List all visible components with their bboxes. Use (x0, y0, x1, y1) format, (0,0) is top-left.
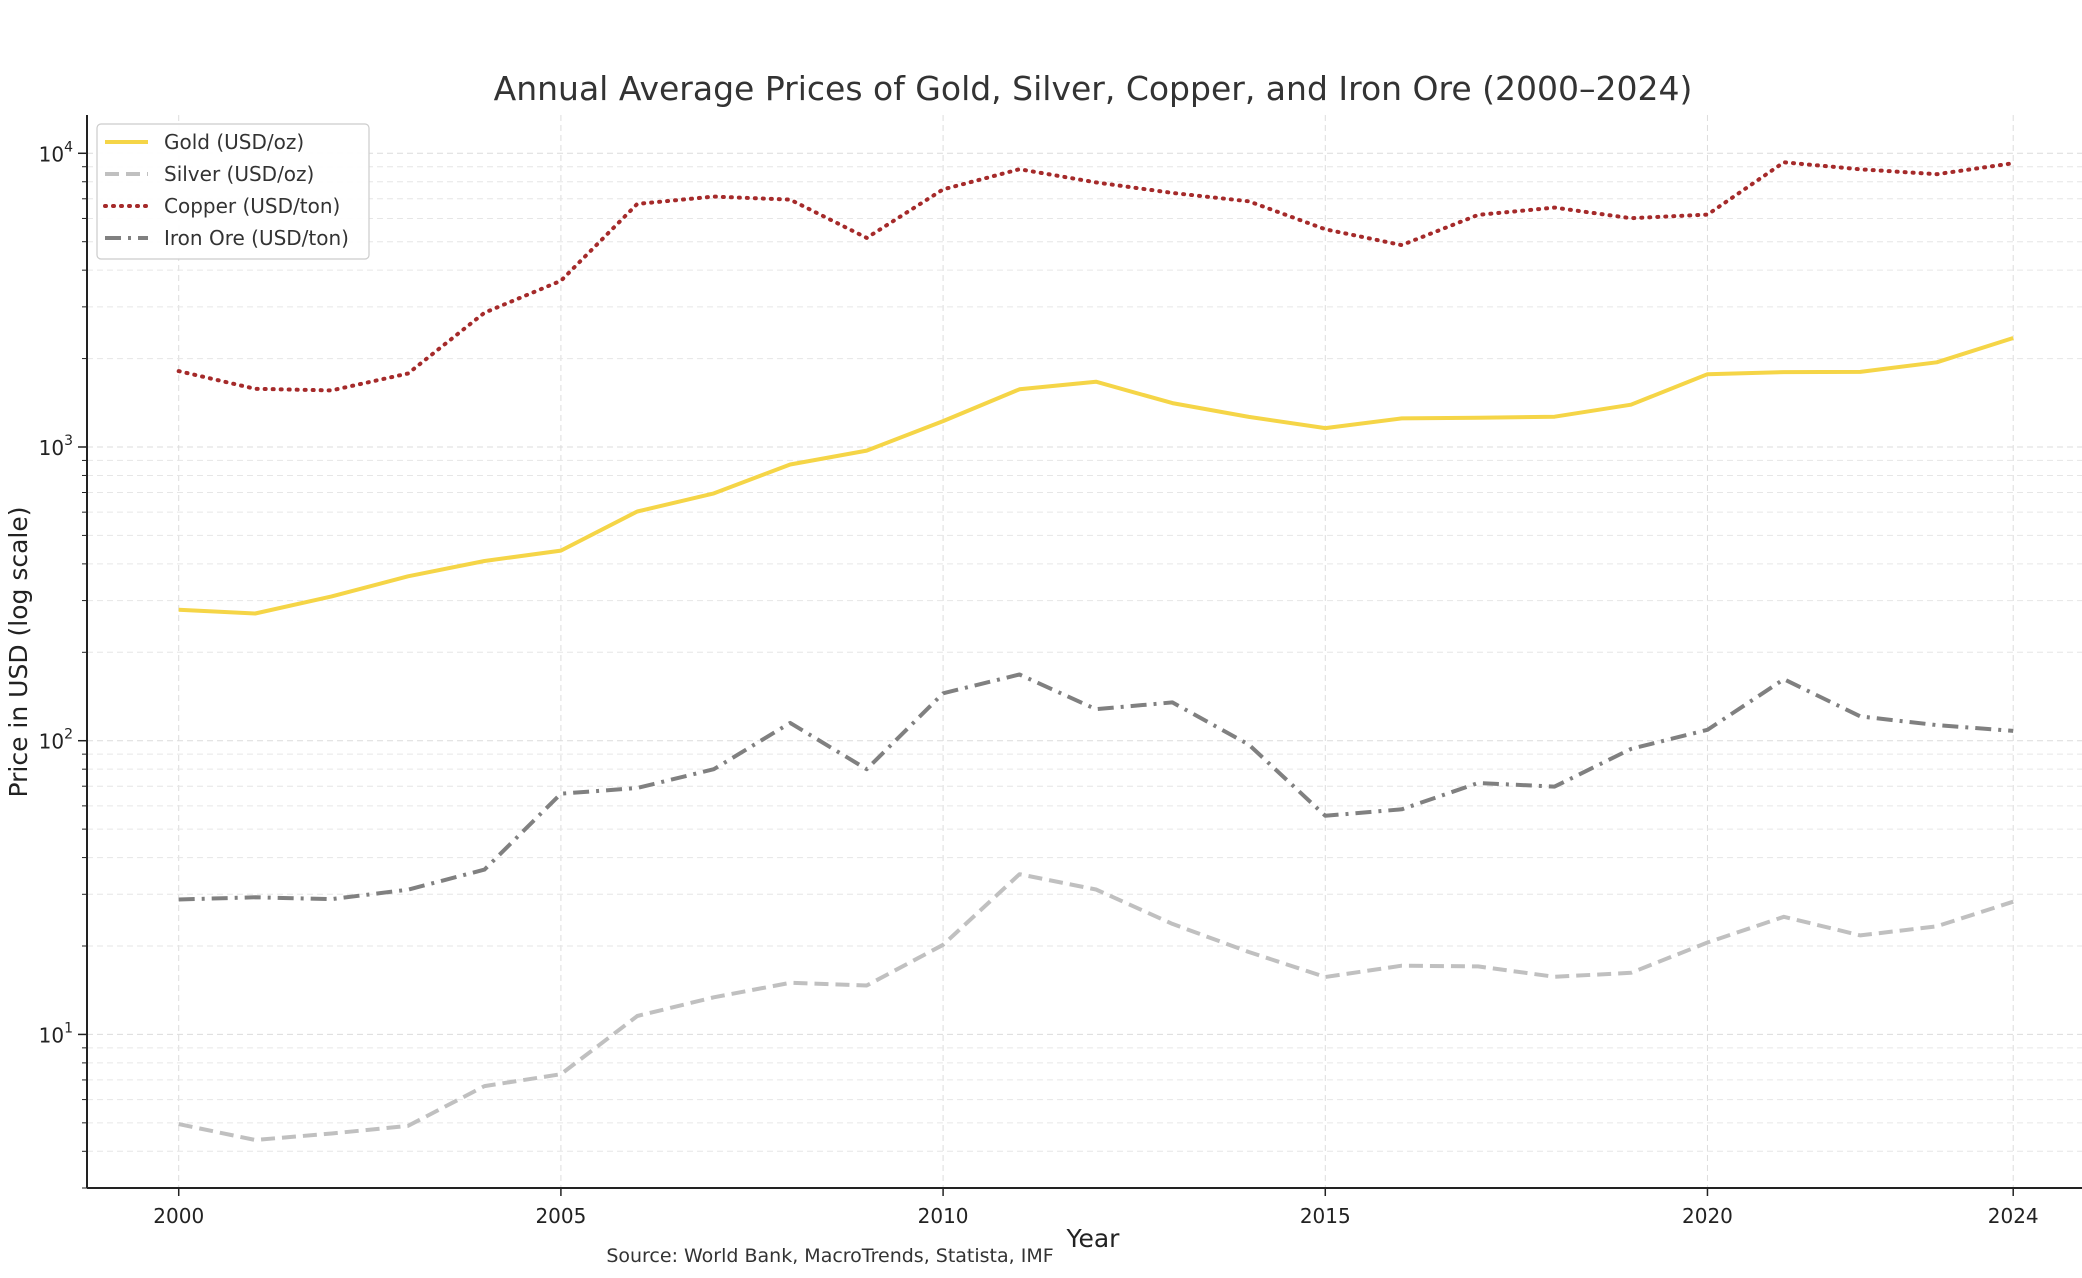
axes (86, 115, 2082, 1189)
legend: Gold (USD/oz) Silver (USD/oz) Copper (USD/… (96, 123, 370, 260)
y-tick-label: 103 (39, 433, 73, 460)
series-lines (176, 160, 2016, 1142)
y-tick-label: 104 (39, 139, 73, 166)
y-tick-label: 102 (39, 727, 73, 754)
y-tick-base: 10 (39, 730, 64, 754)
chart-title: Annual Average Prices of Gold, Silver, C… (494, 69, 1693, 108)
y-tick-base: 10 (39, 1023, 64, 1047)
y-axis-label: Price in USD (log scale) (4, 506, 33, 797)
y-tick-exponent: 4 (64, 139, 73, 155)
x-tick-label: 2020 (1682, 1204, 1733, 1228)
legend-label-1: Silver (USD/oz) (164, 162, 314, 186)
y-tick-label: 101 (39, 1020, 73, 1047)
legend-label-3: Iron Ore (USD/ton) (164, 226, 349, 250)
series-line-1 (178, 872, 2014, 1142)
series-line-3 (178, 672, 2014, 902)
x-tick-label: 2000 (153, 1204, 204, 1228)
source-note: Source: World Bank, MacroTrends, Statist… (606, 1245, 1053, 1267)
legend-box (96, 123, 370, 260)
x-tick-label: 2005 (535, 1204, 586, 1228)
series-line-0 (178, 336, 2014, 616)
y-tick-base: 10 (39, 142, 64, 166)
y-tick-exponent: 3 (64, 433, 73, 449)
x-tick-label: 2015 (1300, 1204, 1351, 1228)
x-axis-label: Year (1066, 1224, 1121, 1253)
legend-label-0: Gold (USD/oz) (164, 130, 304, 154)
y-tick-exponent: 1 (64, 1020, 73, 1036)
x-tick-label: 2010 (918, 1204, 969, 1228)
y-tick-exponent: 2 (64, 727, 73, 743)
series-line-2 (176, 160, 2016, 393)
legend-label-2: Copper (USD/ton) (164, 194, 340, 218)
y-tick-base: 10 (39, 436, 64, 460)
x-tick-label: 2024 (1988, 1204, 2039, 1228)
